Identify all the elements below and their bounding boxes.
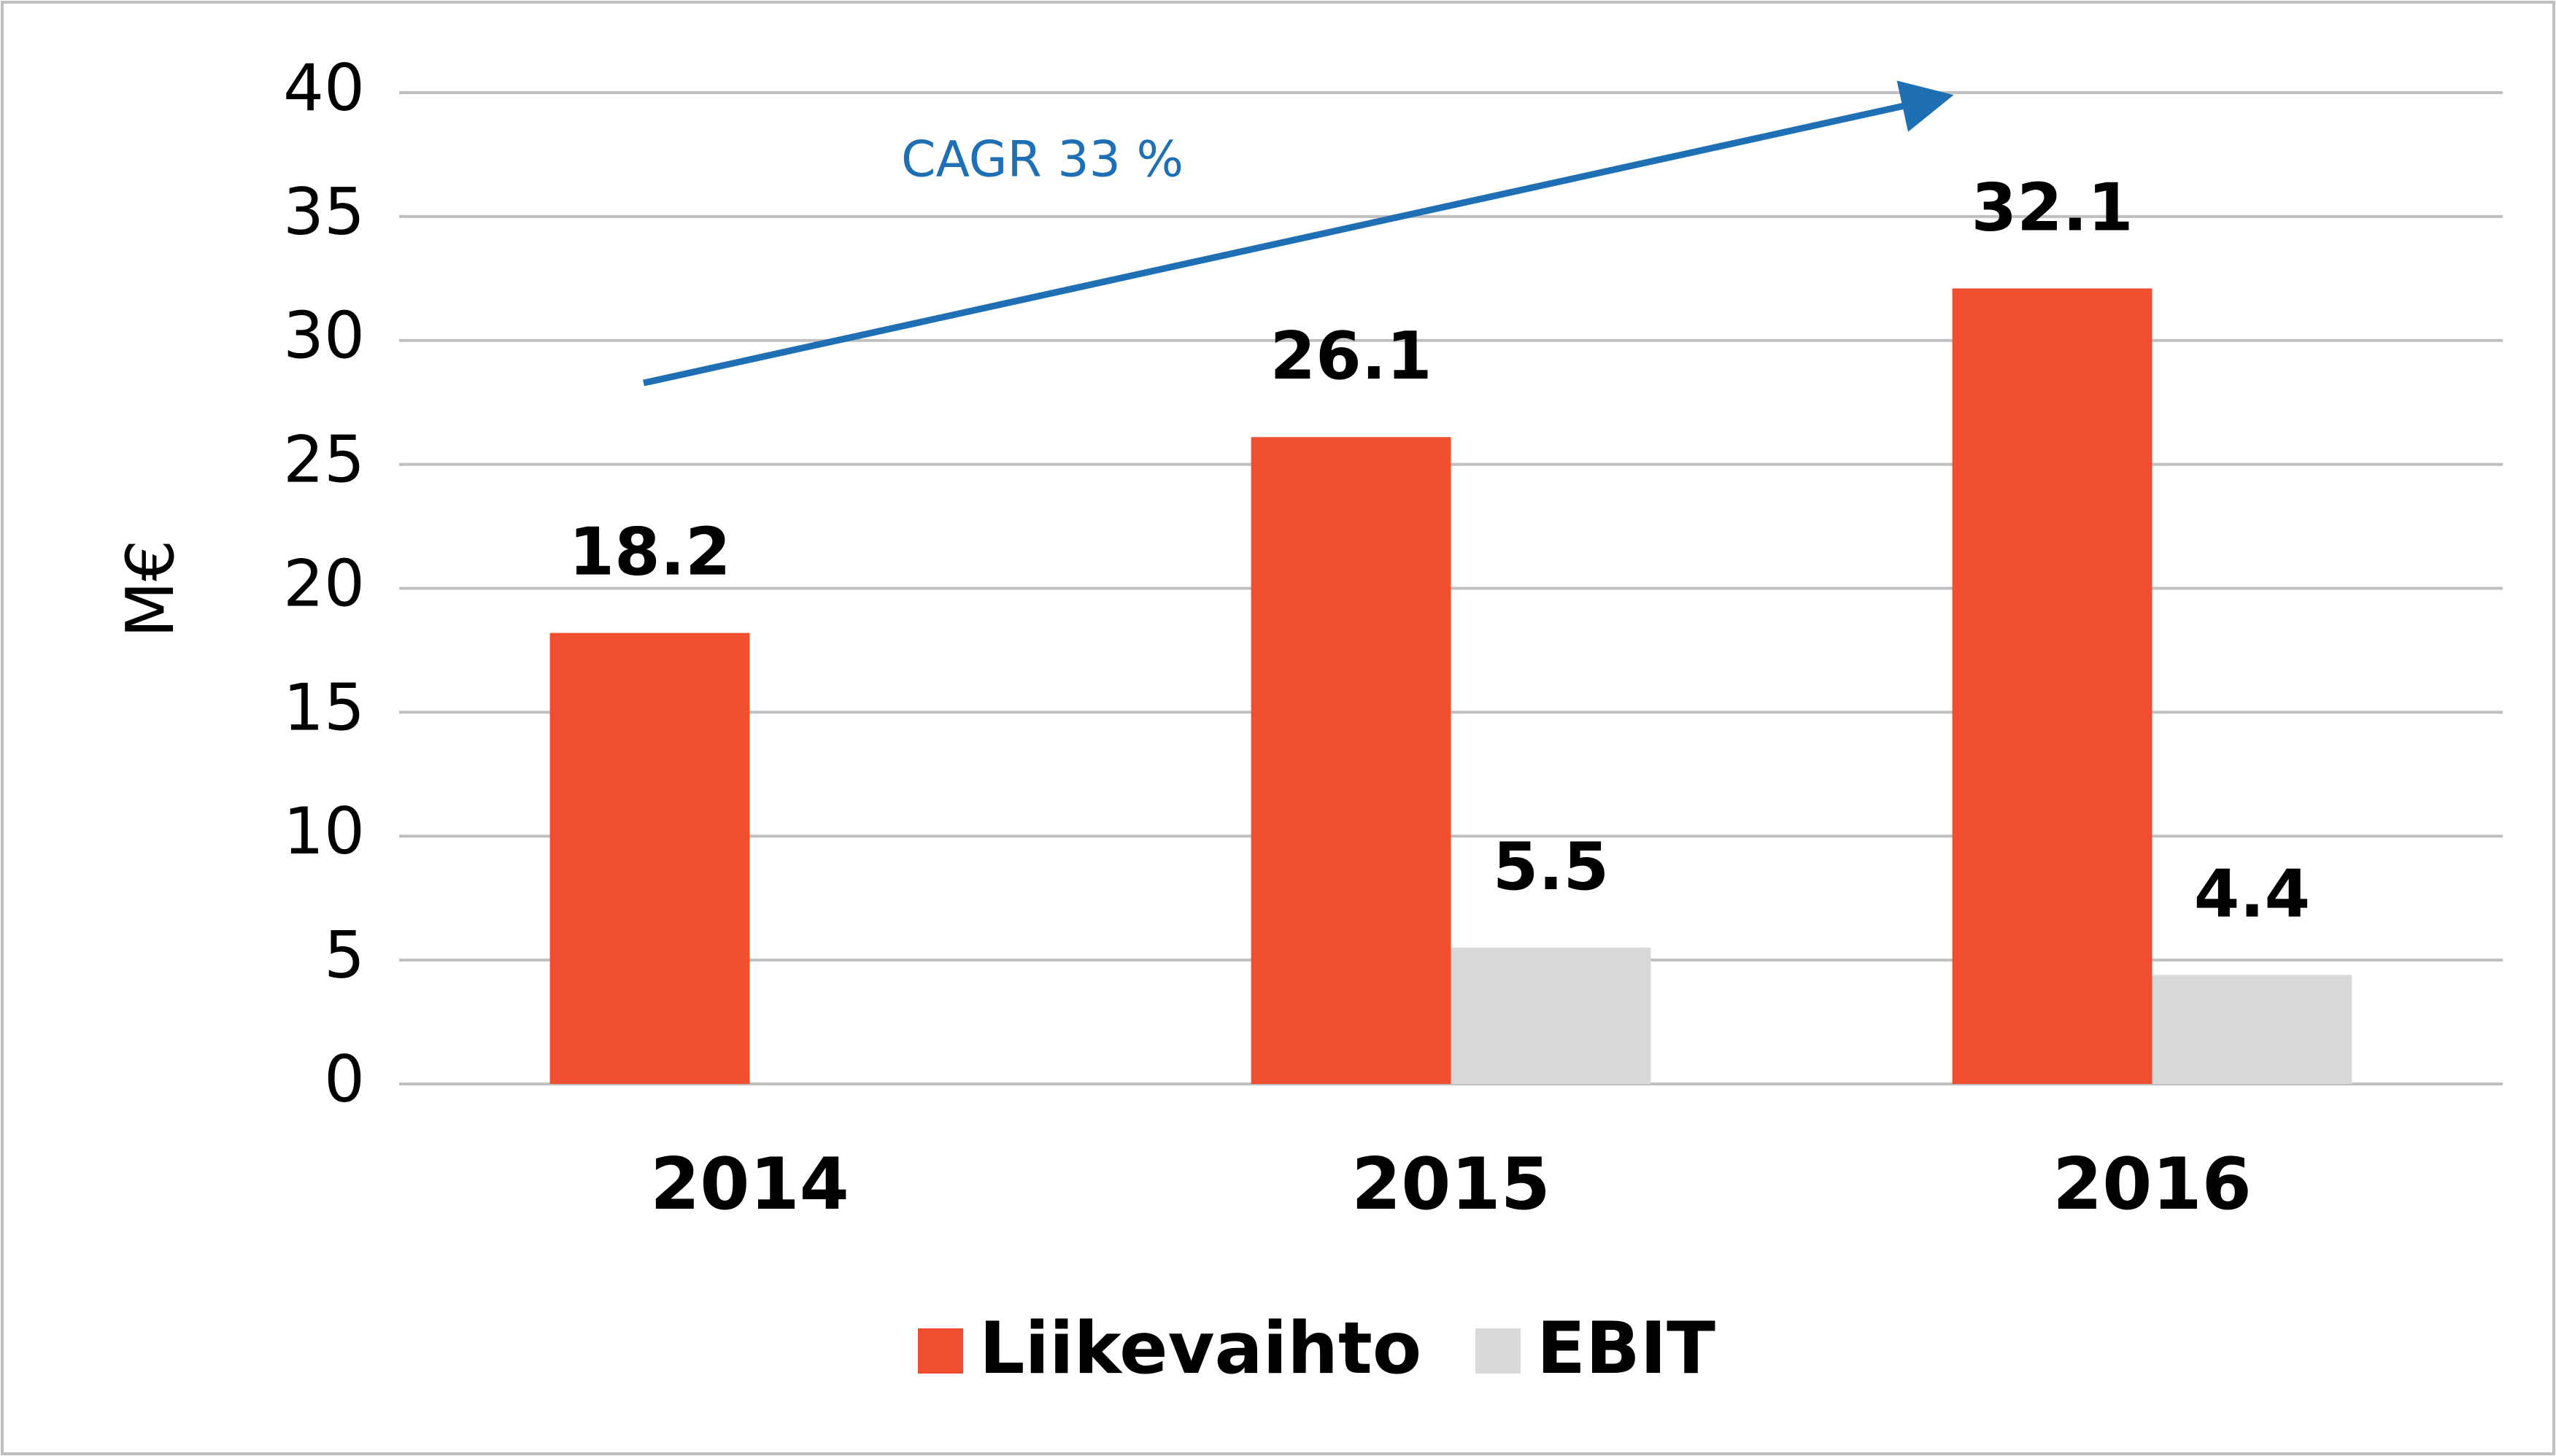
y-tick-label: 0 (324, 1042, 365, 1117)
x-tick-label: 2015 (1351, 1143, 1551, 1226)
bar (1451, 948, 1651, 1084)
value-label: 26.1 (1270, 318, 1432, 395)
legend-label: EBIT (1537, 1307, 1715, 1390)
bar (2152, 975, 2352, 1084)
y-tick-label: 30 (283, 298, 365, 373)
y-axis-label: M€ (112, 540, 189, 638)
value-label: 5.5 (1493, 829, 1609, 905)
y-tick-label: 5 (324, 918, 365, 993)
cagr-arrow (643, 80, 1954, 387)
y-tick-label: 15 (283, 670, 365, 745)
value-label: 32.1 (1972, 169, 2134, 246)
legend-swatch (918, 1328, 963, 1374)
y-tick-label: 10 (283, 794, 365, 869)
annotation: CAGR 33 % (901, 131, 1184, 189)
legend-label: Liikevaihto (979, 1307, 1421, 1390)
legend-swatch (1475, 1328, 1521, 1374)
x-tick-label: 2014 (650, 1143, 849, 1226)
y-tick-label: 40 (283, 50, 365, 125)
x-tick-label: 2016 (2053, 1143, 2252, 1226)
y-tick-label: 35 (283, 174, 365, 249)
bar (1251, 437, 1451, 1084)
bar (549, 632, 750, 1084)
y-tick-label: 20 (283, 546, 365, 621)
y-tick-label: 25 (283, 422, 365, 497)
value-label: 4.4 (2194, 856, 2310, 932)
bar (1952, 288, 2152, 1085)
value-label: 18.2 (569, 514, 731, 591)
